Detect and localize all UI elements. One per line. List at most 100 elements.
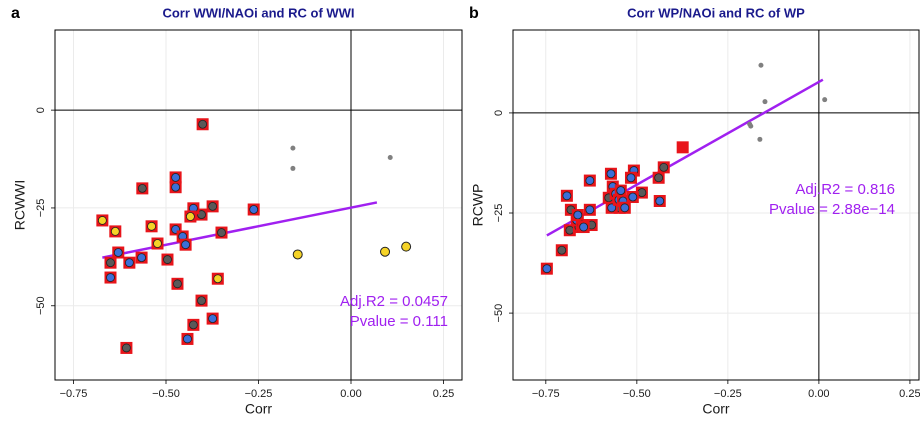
point (626, 190, 639, 203)
point-circle (542, 264, 552, 274)
plot-background (513, 30, 919, 380)
point (757, 136, 763, 142)
point-circle (208, 201, 218, 211)
y-tick-label: 0 (493, 110, 505, 116)
point (387, 154, 393, 160)
y-tick-label: −50 (493, 304, 505, 323)
plot-frame (54, 29, 463, 381)
point-circle (655, 196, 665, 206)
panel-label: b (469, 5, 479, 22)
point-circle (106, 258, 115, 268)
point (758, 62, 764, 68)
point-circle (124, 258, 134, 268)
point (292, 249, 303, 260)
point-circle (163, 255, 172, 264)
point (290, 165, 296, 171)
point-circle (637, 188, 647, 197)
point (748, 123, 754, 129)
point-circle (110, 226, 120, 236)
point (145, 220, 158, 233)
point (151, 237, 164, 250)
point-circle (565, 225, 575, 235)
y-tick-label: −50 (35, 296, 47, 315)
point (555, 244, 568, 257)
point-circle (573, 210, 583, 220)
point (215, 226, 228, 239)
x-tick-label: −0.50 (152, 388, 180, 400)
point-circle (137, 183, 147, 193)
point (657, 161, 670, 174)
chart-title: Corr WP/NAOi and RC of WP (627, 5, 805, 20)
x-tick-label: −0.75 (532, 388, 560, 400)
point (577, 221, 590, 234)
panel: −0.75 −0.50 −0.25 0.00 0.25 −50 −25 0 Adj.R2 = 0… (11, 5, 463, 417)
point-circle (171, 173, 181, 182)
point-circle (153, 239, 162, 248)
x-axis-label: Corr (702, 401, 730, 417)
point (618, 201, 631, 214)
point-circle (106, 273, 115, 282)
point (136, 182, 149, 195)
x-tick-label: 0.25 (899, 388, 920, 400)
point (583, 203, 596, 216)
point (380, 246, 391, 257)
y-tick-label: 0 (35, 107, 47, 113)
point (179, 238, 192, 251)
point-circle (654, 173, 664, 183)
point-square (676, 141, 689, 154)
x-tick-label: −0.50 (623, 388, 651, 400)
point (169, 171, 182, 184)
point (571, 209, 584, 222)
point (676, 141, 689, 154)
annotation: Adj.R2 = 0.816 (795, 181, 895, 198)
point (247, 203, 260, 216)
x-axis-label: Corr (245, 401, 273, 417)
annotation: Adj.R2 = 0.0457 (340, 293, 448, 310)
point-circle (213, 274, 223, 284)
point-circle (628, 192, 638, 202)
x-tick-label: −0.75 (60, 388, 88, 400)
point-circle (173, 279, 182, 289)
points (96, 118, 412, 354)
point-circle (188, 320, 198, 330)
point (624, 171, 637, 184)
y-tick-label: −25 (493, 204, 505, 223)
point (187, 318, 200, 331)
chart-title: Corr WWI/NAOi and RC of WWI (162, 5, 354, 20)
point-circle (616, 186, 626, 195)
point (171, 277, 184, 290)
point-circle (585, 176, 595, 185)
point (401, 241, 412, 252)
point-circle (197, 296, 206, 306)
point (104, 271, 117, 284)
point (290, 145, 296, 151)
point (184, 210, 197, 223)
point-circle (217, 228, 226, 237)
point (109, 225, 122, 238)
point (211, 272, 224, 285)
point-circle (147, 221, 156, 231)
y-axis-label: RCWP (470, 184, 486, 227)
plot-frame (512, 29, 920, 381)
point (583, 174, 596, 187)
point-circle (171, 182, 181, 192)
x-tick-label: −0.25 (714, 388, 742, 400)
point-circle (181, 240, 191, 250)
point (614, 184, 627, 197)
point (104, 256, 117, 269)
point (604, 167, 617, 180)
point-circle (607, 203, 617, 213)
point (560, 189, 573, 202)
point-circle (626, 173, 636, 183)
points (540, 62, 828, 275)
point (161, 253, 174, 266)
point (181, 332, 194, 345)
point (120, 341, 133, 354)
point-circle (113, 248, 123, 257)
point-circle (659, 162, 669, 172)
point (563, 224, 576, 237)
point-circle (557, 245, 567, 255)
panel-label: a (11, 5, 20, 22)
point-circle (197, 210, 206, 219)
x-tick-label: 0.00 (340, 388, 361, 400)
